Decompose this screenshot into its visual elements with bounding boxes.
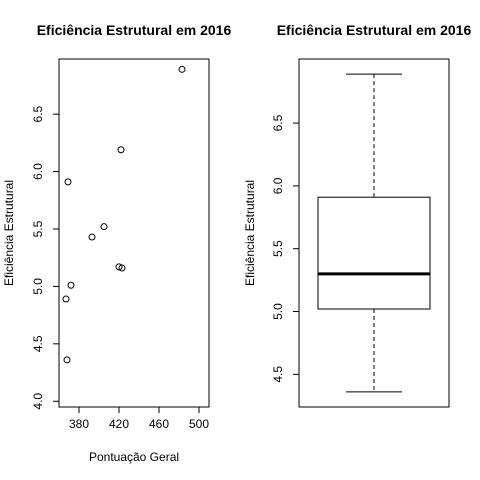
scatter-points — [62, 65, 186, 364]
scatter-point — [88, 233, 96, 241]
boxplot-box — [317, 196, 431, 310]
scatter-panel: Eficiência Estrutural em 2016 380 420 460 5… — [2, 22, 231, 464]
scatter-x-tick-label: 420 — [109, 417, 129, 431]
boxplot-y-tick-label: 6.5 — [271, 114, 285, 131]
scatter-x-tick-label: 460 — [149, 417, 169, 431]
scatter-y-tick-label: 5.0 — [31, 278, 45, 295]
scatter-x-label: Pontuação Geral — [89, 450, 179, 464]
scatter-point — [117, 146, 125, 154]
scatter-point — [115, 263, 123, 271]
scatter-point — [118, 264, 126, 272]
boxplot-y-tick-label: 5.0 — [271, 303, 285, 320]
scatter-point — [63, 356, 71, 364]
scatter-point — [62, 295, 70, 303]
scatter-y-label: Eficiência Estrutural — [2, 180, 16, 286]
boxplot-panel: Eficiência Estrutural em 2016 4.5 5.0 5.5 6… — [243, 22, 472, 408]
boxplot-y-label: Eficiência Estrutural — [243, 180, 257, 286]
scatter-x-axis: 380 420 460 500 — [69, 406, 209, 431]
scatter-x-tick-label: 500 — [189, 417, 209, 431]
scatter-title: Eficiência Estrutural em 2016 — [37, 22, 232, 38]
scatter-point — [67, 281, 75, 289]
boxplot-y-tick-label: 5.5 — [271, 240, 285, 257]
scatter-y-tick-label: 4.5 — [31, 335, 45, 352]
scatter-y-axis: 4.0 4.5 5.0 5.5 6.0 6.5 — [31, 105, 60, 410]
scatter-plot-frame — [58, 58, 210, 408]
boxplot-marks — [317, 73, 431, 393]
scatter-y-tick-label: 5.5 — [31, 220, 45, 237]
boxplot-title: Eficiência Estrutural em 2016 — [277, 22, 472, 38]
boxplot-y-tick-label: 4.5 — [271, 366, 285, 383]
scatter-point — [178, 65, 186, 73]
scatter-y-tick-label: 4.0 — [31, 393, 45, 410]
boxplot-y-axis: 4.5 5.0 5.5 6.0 6.5 — [271, 114, 300, 383]
scatter-x-tick-label: 380 — [69, 417, 89, 431]
scatter-y-tick-label: 6.0 — [31, 163, 45, 180]
scatter-y-tick-label: 6.5 — [31, 105, 45, 122]
scatter-point — [100, 223, 108, 231]
boxplot-y-tick-label: 6.0 — [271, 177, 285, 194]
scatter-point — [64, 178, 72, 186]
